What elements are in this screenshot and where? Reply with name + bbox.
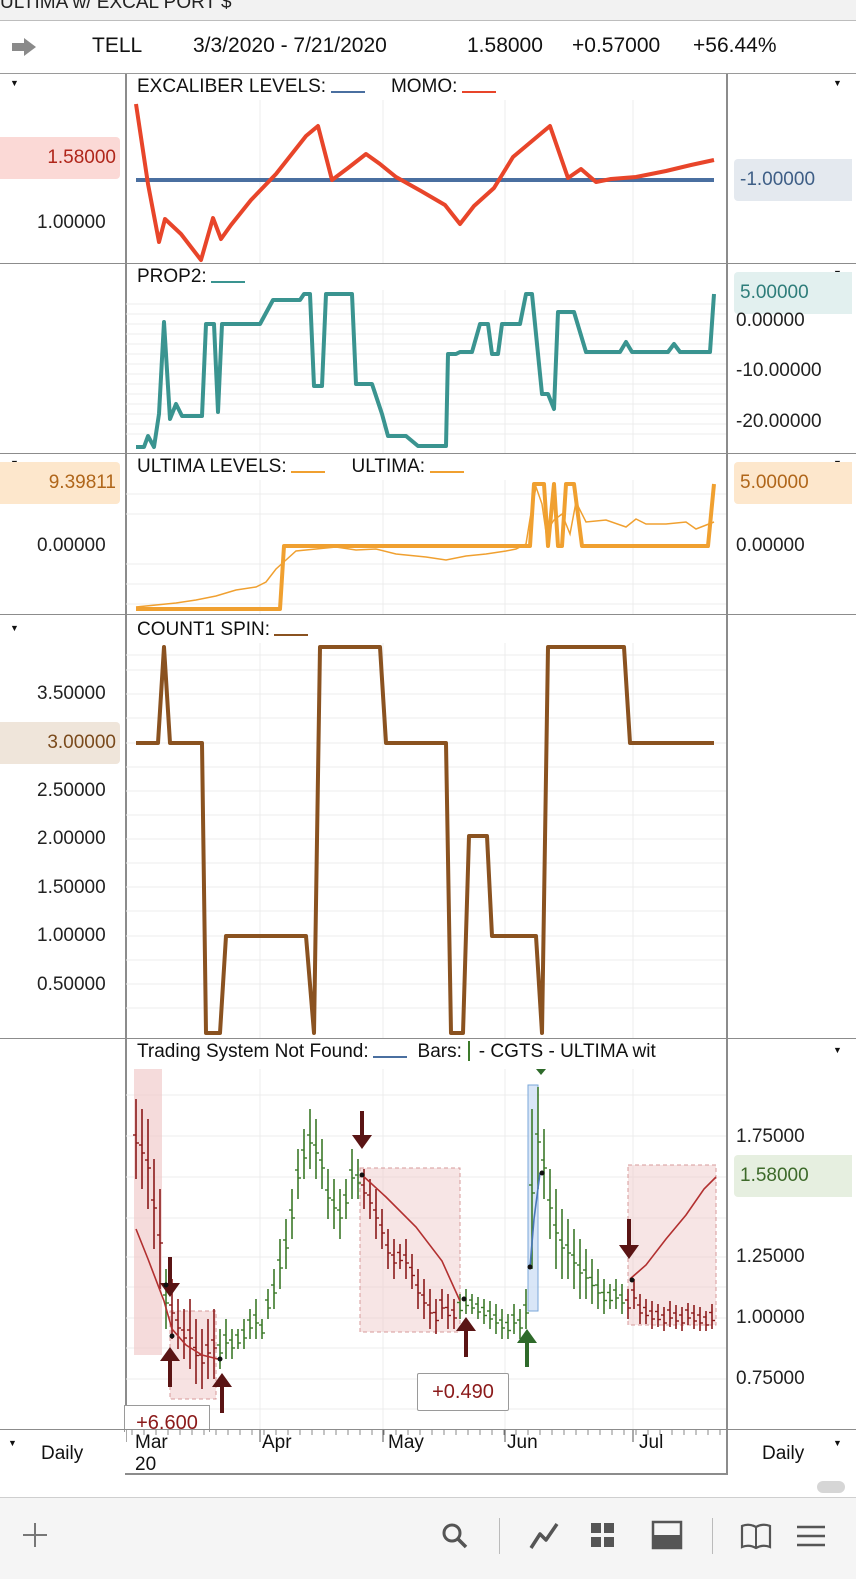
count1-label: COUNT1 SPIN: bbox=[137, 619, 271, 640]
price-change-pct: +56.44% bbox=[693, 34, 777, 57]
price-legend: Trading System Not Found: Bars: - CGTS -… bbox=[137, 1041, 656, 1063]
price-change: +0.57000 bbox=[572, 34, 661, 57]
prop2-swatch bbox=[211, 281, 246, 283]
toolbar-divider bbox=[499, 1518, 500, 1554]
share-arrow-icon[interactable] bbox=[10, 36, 38, 58]
trade-profit-label[interactable]: +6.600 bbox=[124, 1405, 210, 1432]
last-price: 1.58000 bbox=[467, 34, 543, 57]
interval-menu-icon[interactable]: ▼ bbox=[833, 1438, 842, 1448]
ultima-levels-label: ULTIMA LEVELS: bbox=[137, 456, 287, 477]
quote-header: TELL 3/3/2020 - 7/21/2020 1.58000 +0.570… bbox=[0, 21, 856, 74]
interval-right[interactable]: Daily bbox=[762, 1443, 805, 1464]
excaliber-tick: 1.00000 bbox=[37, 212, 106, 233]
price-chart bbox=[126, 1069, 726, 1431]
time-axis[interactable]: ▼ Daily ▼ Daily Mar Apr May Jun Jul 20 bbox=[0, 1429, 856, 1475]
ultima-swatch bbox=[429, 471, 464, 473]
prop2-tick: -10.00000 bbox=[736, 360, 822, 381]
count1-legend: COUNT1 SPIN: bbox=[137, 619, 310, 641]
bars-swatch bbox=[468, 1041, 471, 1061]
price-tick: 1.75000 bbox=[736, 1126, 805, 1147]
momo-swatch bbox=[461, 91, 496, 93]
panel-menu-icon[interactable]: ▼ bbox=[833, 1045, 842, 1055]
line-chart-icon[interactable] bbox=[528, 1520, 560, 1552]
price-tick: 0.75000 bbox=[736, 1368, 805, 1389]
ultima-panel[interactable]: ▼ ▼ ULTIMA LEVELS: ULTIMA: 9.39811 0.000… bbox=[0, 453, 856, 615]
grid-icon[interactable] bbox=[590, 1522, 616, 1550]
date-range[interactable]: 3/3/2020 - 7/21/2020 bbox=[193, 34, 387, 57]
bottom-toolbar bbox=[0, 1497, 856, 1579]
system-name-label: - CGTS - ULTIMA wit bbox=[478, 1041, 656, 1062]
excaliber-levels-label: EXCALIBER LEVELS: bbox=[137, 76, 327, 97]
count1-swatch bbox=[274, 634, 309, 636]
excaliber-legend: EXCALIBER LEVELS: MOMO: bbox=[137, 76, 498, 98]
axis-bottom-border bbox=[125, 1473, 728, 1475]
count1-chart bbox=[126, 643, 726, 1039]
scroll-handle[interactable] bbox=[817, 1481, 845, 1493]
trading-system-label: Trading System Not Found: bbox=[137, 1041, 369, 1062]
price-tick: 1.00000 bbox=[736, 1307, 805, 1328]
count1-panel[interactable]: ▼ COUNT1 SPIN: 3.50000 3.00000 2.50000 2… bbox=[0, 614, 856, 1039]
interval-left[interactable]: Daily bbox=[41, 1443, 84, 1464]
ultima-tick: 0.00000 bbox=[736, 535, 805, 556]
momo-label: MOMO: bbox=[390, 76, 458, 97]
excaliber-panel[interactable]: ▼ ▼ EXCALIBER LEVELS: MOMO: 1.58000 1.00… bbox=[0, 74, 856, 263]
month-label: Jun bbox=[507, 1432, 538, 1453]
month-label: Jul bbox=[639, 1432, 664, 1453]
count1-tick: 3.50000 bbox=[37, 683, 106, 704]
ultima-tick: 0.00000 bbox=[37, 535, 106, 556]
book-icon[interactable] bbox=[739, 1522, 773, 1550]
prop2-tick: -20.00000 bbox=[736, 411, 822, 432]
month-label: May bbox=[388, 1432, 424, 1453]
month-label: Apr bbox=[262, 1432, 292, 1453]
ultima-left-value: 9.39811 bbox=[0, 462, 120, 504]
momo-current-value: 1.58000 bbox=[0, 137, 120, 179]
trading-system-swatch bbox=[373, 1056, 408, 1058]
symbol[interactable]: TELL bbox=[92, 34, 143, 57]
window-title: ULTIMA w/ EXCAL PORT $ bbox=[0, 0, 232, 13]
ultima-chart bbox=[126, 480, 726, 615]
plot-right-border bbox=[726, 74, 728, 1473]
menu-icon[interactable] bbox=[796, 1524, 826, 1550]
trade-profit-label[interactable]: +0.490 bbox=[417, 1373, 509, 1411]
interval-menu-icon[interactable]: ▼ bbox=[8, 1438, 17, 1448]
prop2-label: PROP2: bbox=[137, 266, 207, 287]
price-panel[interactable]: ▼ Trading System Not Found: Bars: - CGTS… bbox=[0, 1038, 856, 1432]
count1-tick: 2.00000 bbox=[37, 828, 106, 849]
ultima-levels-swatch bbox=[291, 471, 326, 473]
excaliber-current-value: -1.00000 bbox=[734, 159, 852, 201]
axis-ticks bbox=[126, 1430, 721, 1442]
price-current-value: 1.58000 bbox=[734, 1155, 852, 1197]
prop2-current-value: 5.00000 bbox=[734, 272, 852, 314]
layout-icon[interactable] bbox=[651, 1520, 683, 1550]
prop2-panel[interactable]: ▼ PROP2: 5.00000 0.00000 -10.00000 -20.0… bbox=[0, 263, 856, 454]
month-label: Mar bbox=[135, 1432, 168, 1453]
excaliber-chart bbox=[134, 100, 715, 263]
bars-label: Bars: bbox=[417, 1041, 462, 1062]
count1-tick: 0.50000 bbox=[37, 974, 106, 995]
panel-menu-icon[interactable]: ▼ bbox=[833, 78, 842, 88]
count1-tick: 1.50000 bbox=[37, 877, 106, 898]
panel-menu-icon[interactable]: ▼ bbox=[10, 78, 19, 88]
price-tick: 1.25000 bbox=[736, 1246, 805, 1267]
panel-menu-icon[interactable]: ▼ bbox=[10, 623, 19, 633]
prop2-tick: 0.00000 bbox=[736, 310, 805, 331]
window-title-strip: ULTIMA w/ EXCAL PORT $ bbox=[0, 0, 856, 21]
ultima-legend: ULTIMA LEVELS: ULTIMA: bbox=[137, 456, 466, 478]
plot-left-border bbox=[125, 74, 127, 1430]
prop2-chart bbox=[126, 290, 726, 454]
search-icon[interactable] bbox=[441, 1522, 469, 1550]
year-label: 20 bbox=[135, 1454, 157, 1475]
price-bars bbox=[133, 1087, 715, 1389]
excaliber-swatch bbox=[330, 91, 365, 93]
ultima-right-value: 5.00000 bbox=[734, 462, 852, 504]
count1-tick: 1.00000 bbox=[37, 925, 106, 946]
count1-current-value: 3.00000 bbox=[0, 722, 120, 764]
prop2-legend: PROP2: bbox=[137, 266, 247, 288]
ultima-label: ULTIMA: bbox=[351, 456, 426, 477]
toolbar-divider bbox=[712, 1518, 713, 1554]
count1-tick: 2.50000 bbox=[37, 780, 106, 801]
plus-icon[interactable] bbox=[21, 1521, 49, 1549]
